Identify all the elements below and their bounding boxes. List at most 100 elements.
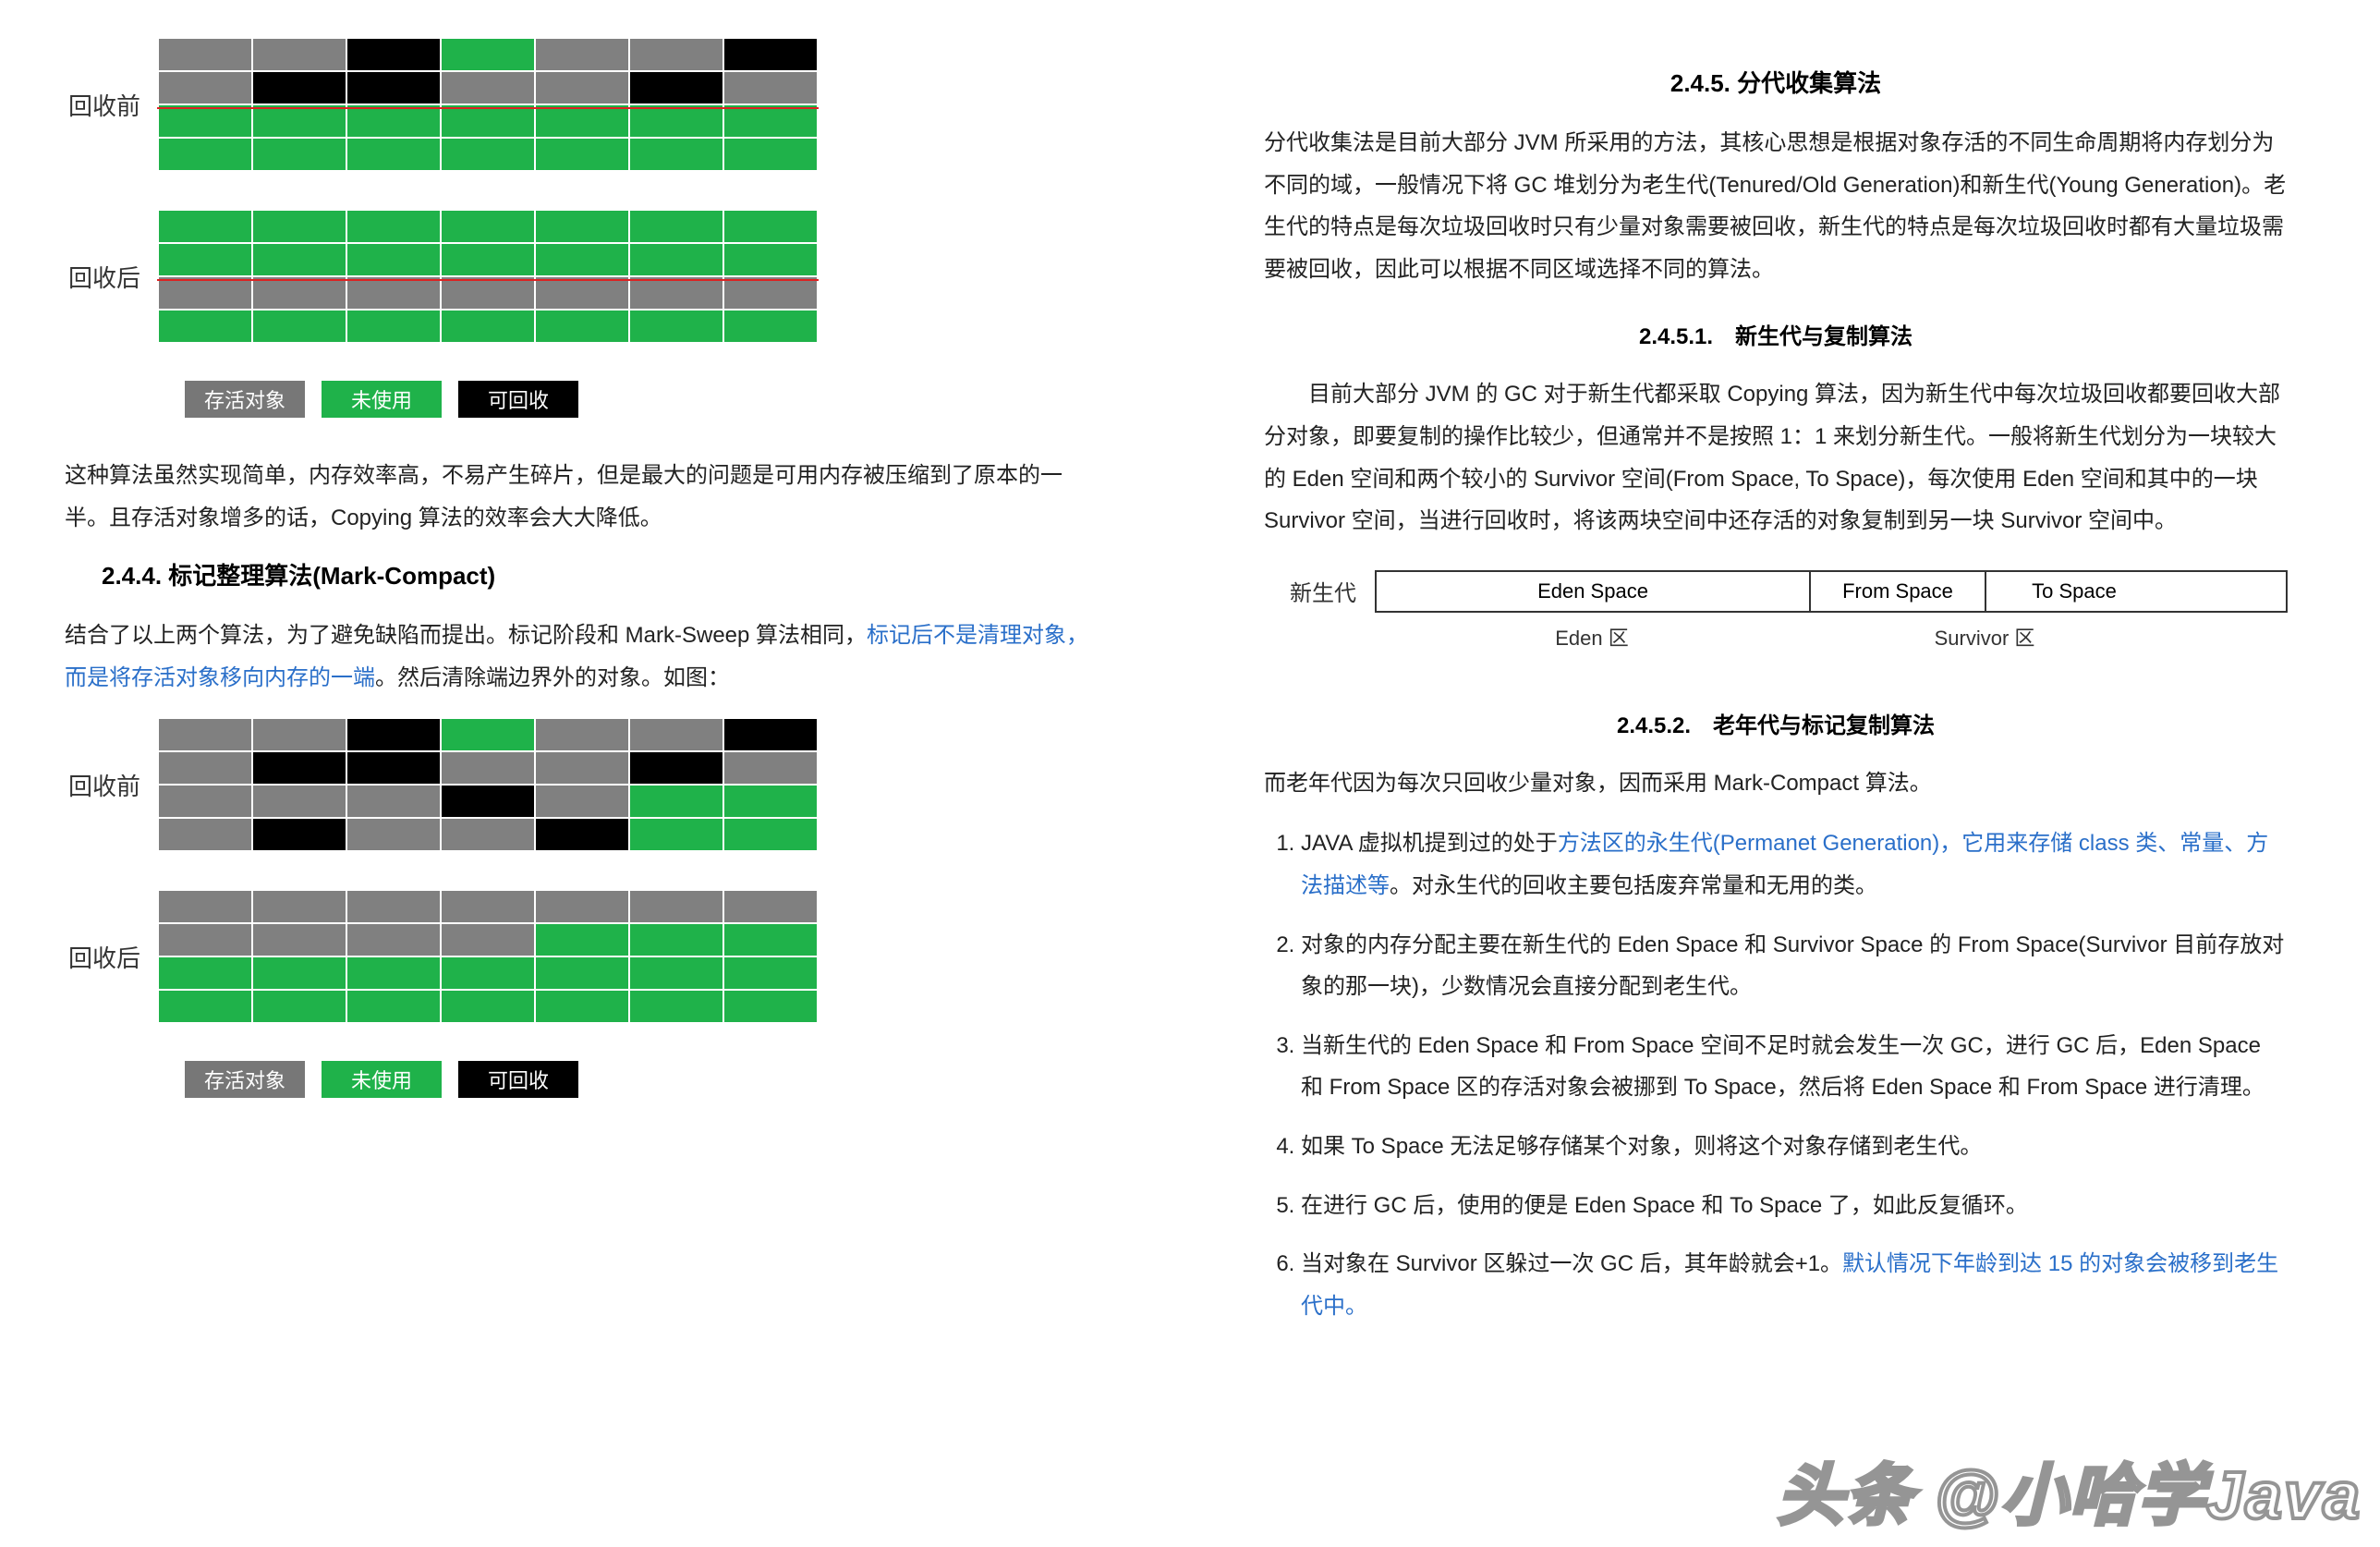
young-gen-space-diagram: 新生代 Eden Space From Space To Space <box>1264 570 2288 613</box>
mc-after-label: 回收后 <box>65 940 157 974</box>
mem-cell <box>723 785 818 818</box>
list-item: 当对象在 Survivor 区躲过一次 GC 后，其年龄就会+1。默认情况下年龄… <box>1301 1243 2288 1327</box>
mem-cell <box>629 818 723 851</box>
mem-cell <box>346 751 441 785</box>
mem-cell <box>441 71 535 104</box>
mem-cell <box>535 243 629 276</box>
mem-cell <box>441 38 535 71</box>
mem-cell <box>346 138 441 171</box>
watermark: 头条 @小哈学Java <box>1778 1441 2362 1538</box>
mem-cell <box>346 890 441 923</box>
mem-cell <box>629 956 723 990</box>
eden-under-label: Eden 区 <box>1375 622 1809 652</box>
mem-cell <box>158 751 252 785</box>
mem-cell <box>535 276 629 310</box>
mem-cell <box>346 718 441 751</box>
mem-cell <box>629 138 723 171</box>
mc-text-pre: 结合了以上两个算法，为了避免缺陷而提出。标记阶段和 Mark-Sweep 算法相… <box>65 623 867 648</box>
mem-cell <box>535 718 629 751</box>
mc-legend: 存活对象 未使用 可回收 <box>185 1061 1098 1098</box>
legend-free-2: 未使用 <box>322 1061 442 1098</box>
mem-cell <box>158 104 252 138</box>
list-item-text: 在进行 GC 后，使用的便是 Eden Space 和 To Space 了，如… <box>1301 1193 2028 1218</box>
mem-cell <box>252 104 346 138</box>
mem-cell <box>629 71 723 104</box>
mem-cell <box>158 818 252 851</box>
legend-live-2: 存活对象 <box>185 1061 305 1098</box>
mem-cell <box>252 243 346 276</box>
mem-cell <box>723 71 818 104</box>
mem-cell <box>723 890 818 923</box>
mem-cell <box>158 38 252 71</box>
list-item-text: 当对象在 Survivor 区躲过一次 GC 后，其年龄就会+1。 <box>1301 1251 1842 1276</box>
mem-cell <box>723 956 818 990</box>
mem-cell <box>535 38 629 71</box>
mem-cell <box>252 956 346 990</box>
old-gen-paragraph: 而老年代因为每次只回收少量对象，因而采用 Mark-Compact 算法。 <box>1264 762 2288 805</box>
mem-cell <box>252 923 346 956</box>
mem-cell <box>629 104 723 138</box>
mc-after-diagram: 回收后 <box>65 889 1098 1024</box>
copying-legend: 存活对象 未使用 可回收 <box>185 381 1098 418</box>
mem-cell <box>629 310 723 343</box>
mem-cell <box>629 38 723 71</box>
mc-before-label: 回收前 <box>65 768 157 802</box>
red-divider-line <box>157 279 819 281</box>
copying-after-grid <box>157 209 819 344</box>
mem-cell <box>346 38 441 71</box>
mem-cell <box>629 243 723 276</box>
mem-cell <box>535 818 629 851</box>
mem-cell <box>346 785 441 818</box>
mem-cell <box>158 138 252 171</box>
copying-before-label: 回收前 <box>65 88 157 122</box>
mem-cell <box>535 310 629 343</box>
list-item-text: 如果 To Space 无法足够存储某个对象，则将这个对象存储到老生代。 <box>1301 1134 1982 1159</box>
mem-cell <box>252 71 346 104</box>
mem-cell <box>441 956 535 990</box>
mem-cell <box>346 990 441 1023</box>
mem-cell <box>346 243 441 276</box>
mem-cell <box>723 38 818 71</box>
list-item-text: JAVA 虚拟机提到过的处于 <box>1301 831 1558 856</box>
mem-cell <box>723 818 818 851</box>
copying-before-diagram: 回收前 <box>65 37 1098 172</box>
mem-cell <box>723 104 818 138</box>
mem-cell <box>441 990 535 1023</box>
list-item: 当新生代的 Eden Space 和 From Space 空间不足时就会发生一… <box>1301 1025 2288 1109</box>
mem-cell <box>252 818 346 851</box>
mem-cell <box>723 138 818 171</box>
from-space-box: From Space <box>1811 572 1986 611</box>
mem-cell <box>441 890 535 923</box>
mem-cell <box>346 210 441 243</box>
young-gen-paragraph: 目前大部分 JVM 的 GC 对于新生代都采取 Copying 算法，因为新生代… <box>1264 373 2288 542</box>
mem-cell <box>535 104 629 138</box>
legend-recycle-2: 可回收 <box>458 1061 578 1098</box>
red-divider-line <box>157 107 819 109</box>
list-item-text: 当新生代的 Eden Space 和 From Space 空间不足时就会发生一… <box>1301 1033 2265 1101</box>
mem-cell <box>441 138 535 171</box>
mem-cell <box>252 310 346 343</box>
mem-cell <box>535 990 629 1023</box>
mem-cell <box>252 785 346 818</box>
mem-cell <box>158 923 252 956</box>
mem-cell <box>441 923 535 956</box>
mem-cell <box>252 718 346 751</box>
mem-cell <box>158 990 252 1023</box>
mem-cell <box>158 210 252 243</box>
mem-cell <box>629 890 723 923</box>
copying-after-diagram: 回收后 <box>65 209 1098 344</box>
right-column: 2.4.5. 分代收集算法 分代收集法是目前大部分 JVM 所采用的方法，其核心… <box>1190 0 2380 1547</box>
mem-cell <box>346 71 441 104</box>
mem-cell <box>723 243 818 276</box>
young-gen-heading: 2.4.5.1. 新生代与复制算法 <box>1264 318 2288 350</box>
mc-text-post: 。然后清除端边界外的对象。如图： <box>375 665 730 690</box>
mem-cell <box>346 276 441 310</box>
left-column: 回收前 回收后 存活对象 未使用 可回收 这种算法虽然实现简单，内存效率高，不易… <box>0 0 1190 1547</box>
mem-cell <box>535 956 629 990</box>
survivor-under-label: Survivor 区 <box>1809 622 2160 652</box>
mem-cell <box>346 310 441 343</box>
generational-heading: 2.4.5. 分代收集算法 <box>1264 65 2288 99</box>
legend-recycle: 可回收 <box>458 381 578 418</box>
mem-cell <box>629 923 723 956</box>
copying-after-label: 回收后 <box>65 260 157 294</box>
